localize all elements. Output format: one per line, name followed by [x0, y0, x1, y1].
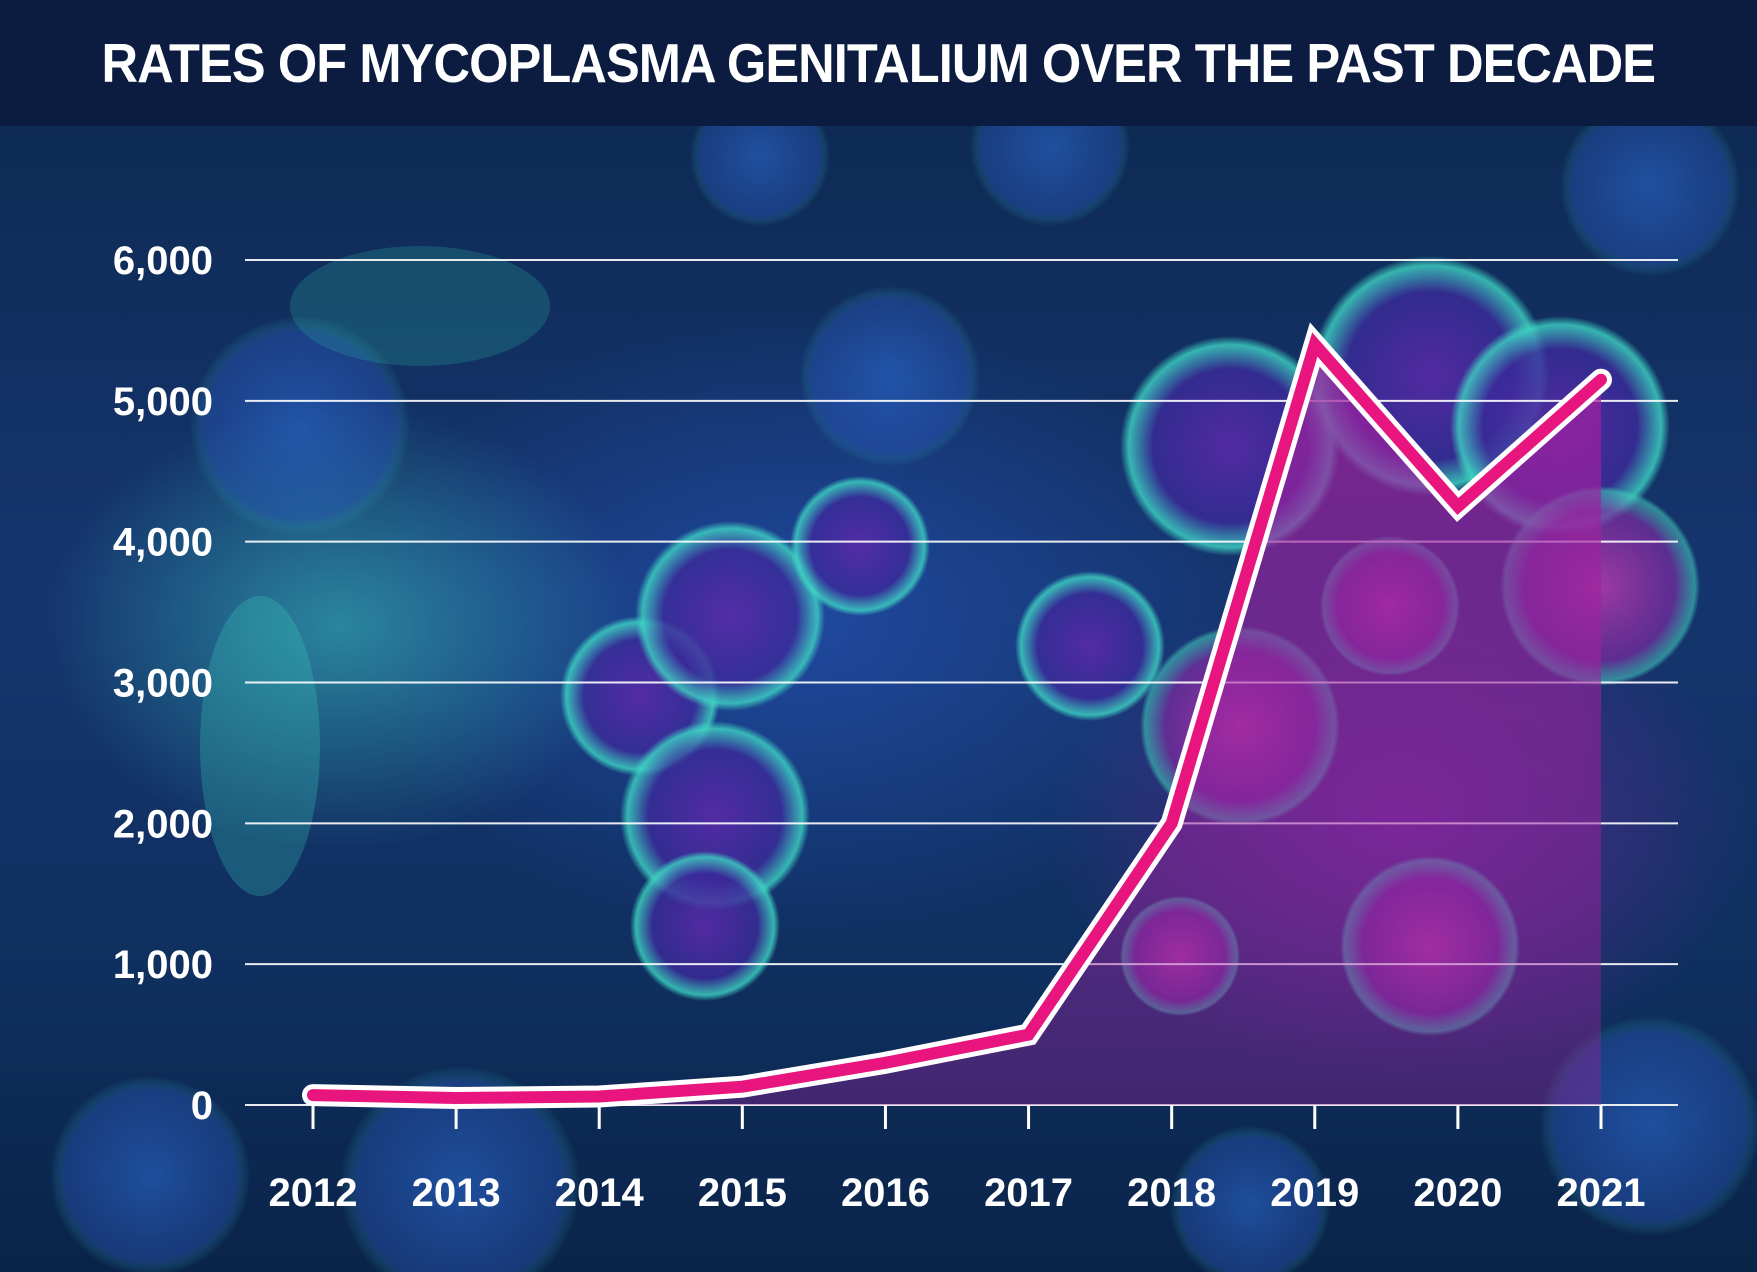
chart-title: RATES OF MYCOPLASMA GENITALIUM OVER THE …: [101, 32, 1656, 94]
x-tick-label: 2017: [984, 1171, 1073, 1215]
x-tick-label: 2014: [555, 1171, 645, 1215]
x-tick-label: 2012: [269, 1171, 358, 1215]
x-tick-label: 2016: [841, 1171, 930, 1215]
y-tick-label: 2,000: [113, 802, 213, 846]
y-tick-label: 4,000: [113, 521, 213, 565]
x-tick-label: 2020: [1413, 1171, 1502, 1215]
y-axis-tick-labels: 0 1,000 2,000 3,000 4,000 5,000 6,000: [113, 239, 213, 1128]
series-area: [313, 344, 1601, 1105]
x-tick-label: 2019: [1270, 1171, 1359, 1215]
y-tick-label: 1,000: [113, 943, 213, 987]
y-tick-label: 5,000: [113, 380, 213, 424]
series-line-layer: [302, 322, 1612, 1110]
x-tick-label: 2018: [1127, 1171, 1216, 1215]
area-fill-layer: [313, 344, 1601, 1105]
x-tick-label: 2013: [412, 1171, 501, 1215]
x-tick-label: 2021: [1557, 1171, 1646, 1215]
y-tick-label: 0: [191, 1084, 213, 1128]
series-line: [307, 332, 1607, 1105]
title-bar: RATES OF MYCOPLASMA GENITALIUM OVER THE …: [0, 0, 1757, 126]
y-tick-label: 3,000: [113, 662, 213, 706]
y-tick-label: 6,000: [113, 239, 213, 283]
x-axis-tick-labels: 2012 2013 2014 2015 2016 2017 2018 2019 2020 2021: [269, 1105, 1646, 1215]
x-tick-label: 2015: [698, 1171, 787, 1215]
